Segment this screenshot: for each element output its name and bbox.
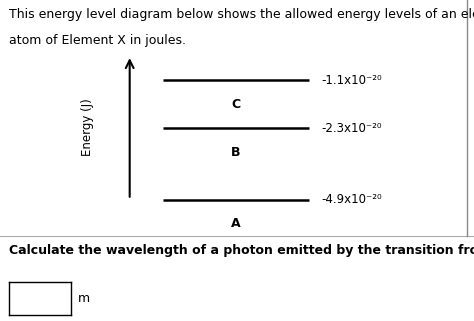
Text: B: B bbox=[231, 146, 241, 159]
Text: -2.3x10⁻²⁰: -2.3x10⁻²⁰ bbox=[321, 122, 382, 135]
Text: This energy level diagram below shows the allowed energy levels of an electron i: This energy level diagram below shows th… bbox=[9, 8, 474, 21]
Text: Calculate the wavelength of a photon emitted by the transition from C to B.: Calculate the wavelength of a photon emi… bbox=[9, 244, 474, 257]
Text: atom of Element X in joules.: atom of Element X in joules. bbox=[9, 34, 186, 47]
Text: A: A bbox=[231, 217, 241, 230]
Text: -1.1x10⁻²⁰: -1.1x10⁻²⁰ bbox=[321, 74, 382, 87]
Text: C: C bbox=[231, 98, 241, 110]
Text: m: m bbox=[78, 292, 91, 305]
Text: Energy (J): Energy (J) bbox=[82, 99, 94, 156]
Text: -4.9x10⁻²⁰: -4.9x10⁻²⁰ bbox=[321, 193, 382, 206]
